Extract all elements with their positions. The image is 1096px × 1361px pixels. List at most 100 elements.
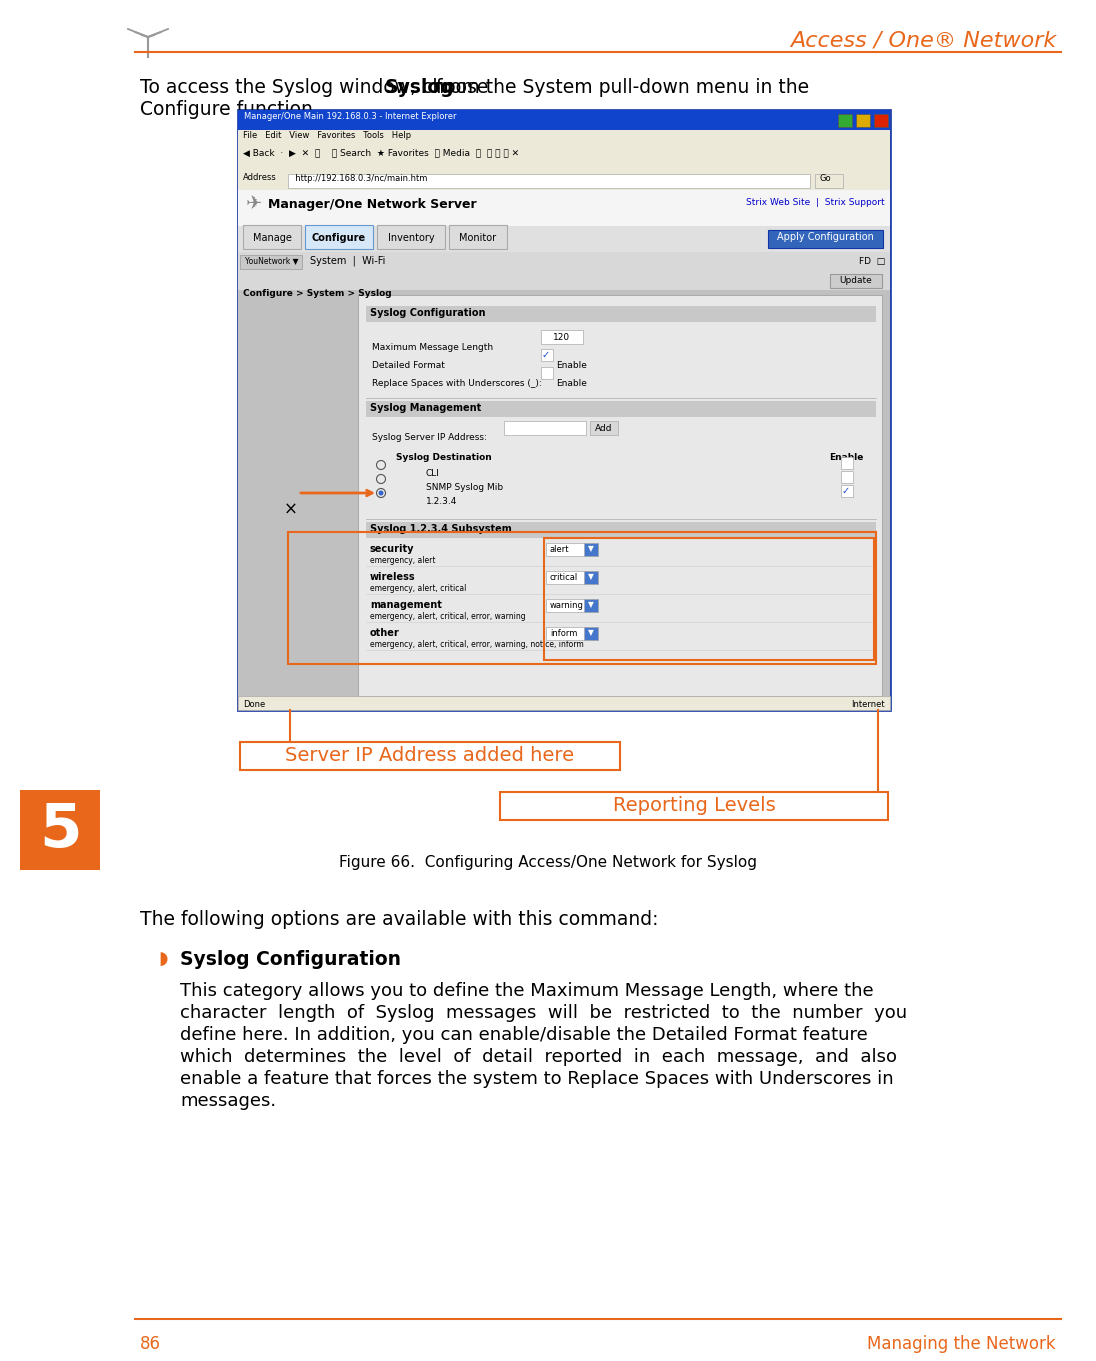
Bar <box>546 627 598 640</box>
Text: Detailed Format: Detailed Format <box>372 361 445 370</box>
Bar <box>500 792 888 819</box>
Text: Enable: Enable <box>556 378 586 388</box>
Bar <box>238 146 890 171</box>
Text: Address: Address <box>243 173 277 182</box>
Bar <box>240 742 620 770</box>
Text: Update: Update <box>840 275 872 284</box>
Text: Syslog 1.2.3.4 Subsystem: Syslog 1.2.3.4 Subsystem <box>370 524 512 534</box>
Text: Manage: Manage <box>252 233 292 244</box>
Text: FD  □: FD □ <box>859 256 884 265</box>
Bar <box>541 367 553 378</box>
Text: This category allows you to define the Maximum Message Length, where the: This category allows you to define the M… <box>180 983 874 1000</box>
Text: To access the Syslog window, choose: To access the Syslog window, choose <box>140 78 494 97</box>
Bar <box>815 174 843 188</box>
Bar <box>366 523 876 538</box>
Text: security: security <box>370 544 414 554</box>
Text: Figure 66.  Configuring Access/One Network for Syslog: Figure 66. Configuring Access/One Networ… <box>339 855 757 870</box>
Bar <box>546 543 598 557</box>
Bar <box>504 421 586 436</box>
Text: critical: critical <box>550 573 579 581</box>
Text: System  |  Wi-Fi: System | Wi-Fi <box>310 256 386 267</box>
Bar <box>590 421 618 436</box>
Text: emergency, alert, critical, error, warning: emergency, alert, critical, error, warni… <box>370 612 526 621</box>
Text: Manager/One Main 192.168.0.3 - Internet Explorer: Manager/One Main 192.168.0.3 - Internet … <box>244 112 457 121</box>
Text: warning: warning <box>550 600 584 610</box>
Bar <box>288 532 876 664</box>
Bar <box>358 295 882 695</box>
Text: ◀ Back  ·  ▶  ✕  🔄    🔍 Search  ★ Favorites  🌐 Media  📧  🖨 🖥 📁 ✕: ◀ Back · ▶ ✕ 🔄 🔍 Search ★ Favorites 🌐 Me… <box>243 148 520 157</box>
Text: ✓: ✓ <box>842 486 850 495</box>
Bar <box>584 627 598 640</box>
Circle shape <box>378 490 384 495</box>
Text: which  determines  the  level  of  detail  reported  in  each  message,  and  al: which determines the level of detail rep… <box>180 1048 897 1066</box>
Text: http://192.168.0.3/nc/main.htm: http://192.168.0.3/nc/main.htm <box>290 174 427 182</box>
Bar <box>768 230 883 248</box>
Bar <box>238 110 890 131</box>
Text: Internet: Internet <box>852 700 884 709</box>
Text: Inventory: Inventory <box>388 233 434 244</box>
Bar <box>238 131 890 146</box>
Bar <box>838 114 852 127</box>
Text: Syslog: Syslog <box>385 78 455 97</box>
Text: Access / One® Network: Access / One® Network <box>790 30 1057 50</box>
Text: ✓: ✓ <box>543 350 550 361</box>
Bar <box>584 572 598 584</box>
Bar <box>366 306 876 323</box>
Text: File   Edit   View   Favorites   Tools   Help: File Edit View Favorites Tools Help <box>243 131 411 140</box>
Text: ▼: ▼ <box>589 573 594 581</box>
Bar <box>584 543 598 557</box>
Text: 120: 120 <box>553 332 571 342</box>
Bar <box>238 695 890 710</box>
Text: Strix Web Site  |  Strix Support: Strix Web Site | Strix Support <box>746 197 884 207</box>
Text: emergency, alert, critical: emergency, alert, critical <box>370 584 467 593</box>
Bar <box>238 191 890 226</box>
Text: emergency, alert: emergency, alert <box>370 557 435 565</box>
Text: Syslog Configuration: Syslog Configuration <box>370 308 486 318</box>
Text: Syslog Configuration: Syslog Configuration <box>180 950 401 969</box>
Bar <box>377 225 445 249</box>
Text: Syslog Server IP Address:: Syslog Server IP Address: <box>372 433 487 442</box>
Text: Enable: Enable <box>556 361 586 370</box>
Text: emergency, alert, critical, error, warning, notice, inform: emergency, alert, critical, error, warni… <box>370 640 584 649</box>
Text: Syslog Destination: Syslog Destination <box>396 453 492 461</box>
Bar <box>238 252 890 272</box>
Text: ✈: ✈ <box>246 195 262 214</box>
Text: Server IP Address added here: Server IP Address added here <box>285 746 574 765</box>
Text: alert: alert <box>550 544 570 554</box>
Bar <box>541 329 583 344</box>
Bar <box>238 110 890 710</box>
Bar <box>841 457 853 470</box>
Bar <box>830 274 882 289</box>
Text: Enable: Enable <box>829 453 864 461</box>
Text: Configure > System > Syslog: Configure > System > Syslog <box>243 289 391 298</box>
Bar <box>238 171 890 191</box>
Text: Apply Configuration: Apply Configuration <box>777 231 874 242</box>
Text: management: management <box>370 600 442 610</box>
Text: CLI: CLI <box>426 470 439 478</box>
Bar <box>366 401 876 416</box>
Text: Replace Spaces with Underscores (_):: Replace Spaces with Underscores (_): <box>372 378 541 388</box>
Text: Add: Add <box>595 423 613 433</box>
Bar <box>305 225 373 249</box>
Bar <box>841 471 853 483</box>
Text: ×: × <box>284 501 298 519</box>
Bar <box>541 348 553 361</box>
Text: YouNetwork ▼: YouNetwork ▼ <box>246 256 299 265</box>
Bar <box>238 290 890 710</box>
Text: other: other <box>370 627 400 638</box>
Bar <box>288 174 810 188</box>
Text: ◗: ◗ <box>158 950 168 968</box>
Bar <box>546 572 598 584</box>
Text: character  length  of  Syslog  messages  will  be  restricted  to  the  number  : character length of Syslog messages will… <box>180 1004 907 1022</box>
Text: Configure: Configure <box>312 233 366 244</box>
Text: wireless: wireless <box>370 572 415 583</box>
Bar <box>243 225 301 249</box>
Text: The following options are available with this command:: The following options are available with… <box>140 911 659 930</box>
Text: ▼: ▼ <box>589 600 594 610</box>
Text: messages.: messages. <box>180 1092 276 1111</box>
Text: enable a feature that forces the system to Replace Spaces with Underscores in: enable a feature that forces the system … <box>180 1070 893 1087</box>
Text: Managing the Network: Managing the Network <box>867 1335 1057 1353</box>
Bar <box>841 485 853 497</box>
Bar <box>238 226 890 252</box>
Bar <box>449 225 507 249</box>
